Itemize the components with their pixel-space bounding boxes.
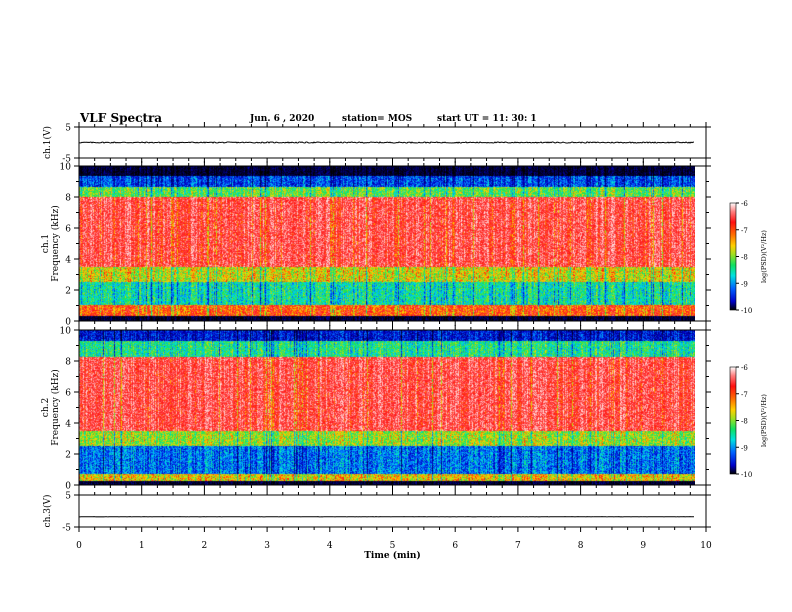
y-axis-label: ch.3(V) [42,495,53,528]
colorbar [729,366,737,475]
channel-label: ch.1 [41,234,51,253]
y-tick-label: 6 [65,225,71,235]
colorbar-label: log(PSD)(V²/Hz) [760,230,768,283]
colorbar [729,202,737,311]
ch1-spectrogram-panel: 0 2 4 6 8 10 ch.1 Frequency (kHz) [41,161,711,328]
colorbar-tick-label: -8 [741,418,748,426]
colorbar-label: log(PSD)(V²/Hz) [760,394,768,447]
waveform-line [78,141,695,144]
ch3-waveform-panel: 5 -5 ch.3(V) [42,490,711,534]
y-tick-label: -5 [62,155,71,165]
x-tick-label: 7 [515,541,521,551]
spectrogram-image [79,166,695,321]
spectrogram-image [79,330,695,485]
y-tick-label: 6 [65,389,71,399]
colorbar-tick-label: -9 [741,444,748,452]
y-tick-label: 5 [65,492,71,502]
colorbar-tick-label: -10 [741,471,752,479]
colorbar-tick-label: -7 [741,227,748,235]
y-axis-label: Frequency (kHz) [50,369,61,446]
x-tick-label: 0 [76,541,82,551]
y-axis-label: ch.1(V) [42,126,53,159]
y-tick-label: 4 [65,256,71,266]
station-label: station= MOS [342,114,413,124]
x-tick-label: 3 [264,541,270,551]
start-ut-label: start UT = 11: 30: 1 [437,114,537,124]
colorbar-tick-label: -10 [741,307,752,315]
y-tick-label: 2 [65,451,71,461]
x-tick-label: 2 [202,541,208,551]
y-axis-label: Frequency (kHz) [50,205,61,282]
colorbar-tick-label: -6 [741,200,748,208]
waveform-frame [78,494,707,528]
x-tick-label: 5 [390,541,396,551]
colorbar-tick-label: -8 [741,254,748,262]
y-tick-label: 5 [65,124,71,134]
y-tick-label: 4 [65,420,71,430]
y-tick-label: 2 [65,287,71,297]
ch1-waveform-panel: 5 -5 ch.1(V) [42,122,711,165]
colorbars: -6 -7 -8 -9 -10 log(PSD)(V²/Hz) -6 -7 -8 -9 -10 log… [729,200,768,479]
y-tick-label: -5 [62,524,71,534]
colorbar-tick-label: -9 [741,280,748,288]
figure-title: VLF Spectra [80,111,163,125]
channel-label: ch.2 [41,398,51,417]
y-tick-label: 10 [60,327,72,337]
x-tick-label: 4 [327,541,333,551]
x-tick-label: 8 [578,541,584,551]
time-axis: 0 1 2 3 4 5 6 7 8 9 10 Time (min) [76,541,712,561]
colorbar-tick-label: -6 [741,364,748,372]
x-tick-label: 6 [452,541,458,551]
colorbar-tick-label: -7 [741,391,748,399]
x-axis-label: Time (min) [364,550,421,561]
x-tick-label: 10 [700,541,712,551]
date-label: Jun. 6 , 2020 [250,114,315,124]
y-tick-label: 0 [65,482,71,492]
y-tick-label: 10 [60,163,72,173]
y-tick-label: 0 [65,318,71,328]
x-tick-label: 1 [139,541,145,551]
y-tick-label: 8 [65,194,71,204]
ch2-spectrogram-panel: 0 2 4 6 8 10 ch.2 Frequency (kHz) [41,325,711,492]
x-tick-label: 9 [640,541,646,551]
y-tick-label: 8 [65,358,71,368]
